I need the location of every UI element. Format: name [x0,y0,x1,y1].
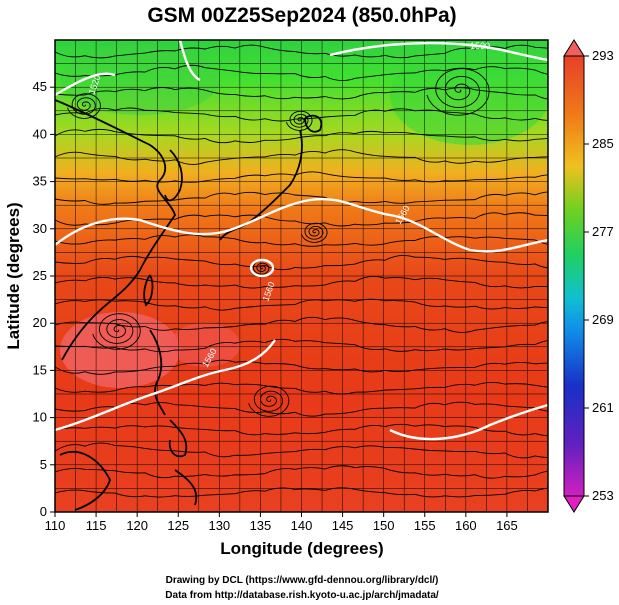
colorbar-ticks: 293 285 277 269 261 253 [584,48,614,503]
coastline-japan [219,129,303,241]
streamline-vortex [67,93,101,119]
streamline [55,298,548,311]
streamline [55,107,548,122]
height-contours [55,40,548,441]
x-tick-label: 110 [45,518,66,533]
coastline-taiwan [143,274,154,307]
cool-patch-northwest [60,45,220,115]
coastlines [55,99,323,511]
contour-1560-main [55,197,548,253]
colorbar-tick-label: 285 [592,136,614,151]
contour-label: 1500 [470,41,490,51]
y-tick-label: 45 [33,79,47,94]
streamline-vortex [92,313,141,350]
streamline [55,171,548,183]
streamline [55,338,548,353]
plot-area: 1560 1560 1560 1500 1520 [55,40,548,512]
colorbar-tick-label: 293 [592,48,614,63]
contour-1520-north [329,41,548,62]
streamline [55,128,548,144]
x-tick-label: 130 [208,518,230,533]
streamline-vortex [248,385,290,417]
y-tick-label: 30 [33,221,47,236]
streamline [55,149,548,165]
streamline [55,254,548,271]
y-tick-label: 10 [33,410,47,425]
warm-patch-philippine [170,323,240,367]
streamline [55,316,548,333]
streamline-vortex [300,222,328,243]
streamline [55,465,548,479]
streamline [55,423,548,437]
streamline [55,442,548,459]
streamline-vortex [426,68,490,116]
y-tick-label: 5 [40,457,47,472]
coastline-mindanao [168,419,188,458]
x-tick-label: 150 [373,518,395,533]
chart-title: GSM 00Z25Sep2024 (850.0hPa) [147,4,456,27]
contour-low-closed [249,258,275,278]
x-tick-label: 120 [126,518,148,533]
y-tick-label: 35 [33,174,47,189]
x-axis-label: Longitude (degrees) [220,539,383,558]
y-axis-ticks: 0 5 10 15 20 25 30 35 40 45 [33,79,55,519]
streamline [55,234,548,247]
colorbar-bottom-arrow [563,495,585,513]
x-axis-ticks: 110 115 120 125 130 135 140 145 150 155 160 165 [45,512,518,533]
streamline [55,401,548,417]
contour-1520-nw [55,72,116,97]
colorbar-tick-label: 277 [592,224,614,239]
colorbar-scale [563,55,585,497]
colorbar-tick-label: 261 [592,400,614,415]
streamline [55,64,548,81]
x-tick-label: 125 [167,518,189,533]
x-tick-label: 145 [332,518,354,533]
coastline-luzon [149,329,166,416]
coastline-asia-mainland [55,99,176,361]
contour-1560-east [389,403,548,441]
credit-data-source: Data from http://database.rish.kyoto-u.a… [165,590,439,601]
contour-upper-left [178,40,201,82]
y-tick-label: 20 [33,315,47,330]
streamline [55,191,548,205]
streamline [55,382,548,395]
streamline [55,275,548,289]
x-tick-label: 140 [291,518,313,533]
contour-1560-south [55,339,276,432]
x-tick-label: 155 [414,518,436,533]
streamline [55,487,548,498]
y-tick-label: 25 [33,268,47,283]
x-tick-label: 115 [86,518,107,533]
x-tick-label: 160 [455,518,477,533]
x-tick-label: 165 [496,518,518,533]
credit-dcl: Drawing by DCL (https://www.gfd-dennou.o… [166,575,439,586]
coastline-hokkaido [304,114,323,133]
colorbar-tick-label: 269 [592,312,614,327]
coastline-sulawesi [174,469,198,506]
x-tick-label: 135 [250,518,272,533]
streamline [55,359,548,375]
streamline-vortex [285,110,313,131]
colorbar-top-arrow [563,39,585,57]
coastline-borneo [59,450,111,511]
colorbar: 293 285 277 269 261 253 [563,39,614,513]
streamline [55,44,548,59]
y-axis-label: Latitude (degrees) [4,202,23,349]
y-tick-label: 40 [33,126,47,141]
y-tick-label: 15 [33,362,47,377]
colorbar-tick-label: 253 [592,488,614,503]
streamline [55,87,548,100]
wind-streamlines [55,44,548,498]
y-tick-label: 0 [40,504,47,519]
